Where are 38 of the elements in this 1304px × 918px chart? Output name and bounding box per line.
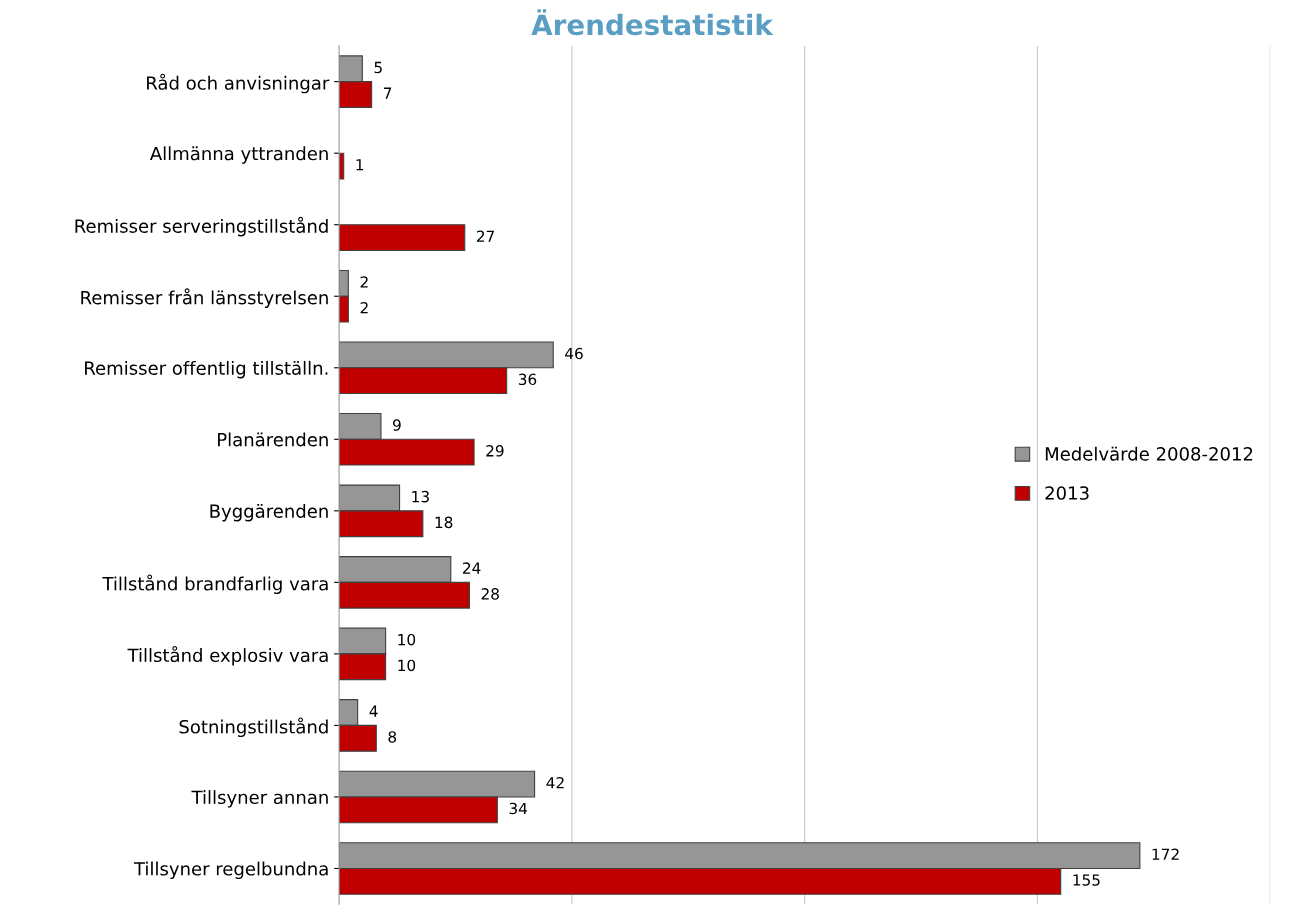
data-label: 13 (412, 490, 429, 503)
y-tick-label: Råd och anvisningar (147, 73, 330, 94)
data-label: 7 (384, 87, 392, 99)
data-label: 46 (565, 347, 583, 360)
data-label: 9 (393, 419, 401, 431)
y-tick-label: Tillsyner regelbundna (133, 861, 328, 880)
y-tick-label: Remisser från länsstyrelsen (81, 288, 328, 308)
y-tick-label: Planärenden (218, 432, 328, 447)
data-label: 1 (356, 159, 364, 171)
data-label: 155 (1073, 874, 1100, 886)
y-tick-label: Byggärenden (210, 503, 328, 522)
data-label: 18 (435, 516, 453, 529)
data-label: 2 (360, 302, 368, 314)
y-tick-label: Allmänna yttranden (149, 146, 328, 164)
bar (339, 224, 466, 252)
y-tick-label: Sotningstillstånd (179, 717, 328, 738)
data-label: 5 (374, 61, 382, 74)
data-label: 2 (360, 276, 368, 288)
data-label: 34 (509, 802, 528, 815)
data-label: 10 (398, 633, 416, 646)
data-label: 27 (476, 230, 494, 242)
data-label: 172 (1152, 848, 1179, 860)
y-tick-label: Tillsyner annan (191, 790, 328, 808)
data-label: 8 (388, 731, 397, 743)
data-label: 42 (546, 776, 564, 789)
data-label: 36 (518, 373, 537, 386)
data-label: 4 (369, 705, 378, 717)
y-tick-label: Remisser offentlig tillställn. (85, 360, 328, 379)
data-label: 29 (486, 445, 504, 457)
y-tick-label: Tillstånd brandfarlig vara (102, 574, 328, 595)
legend-label: 2013 (1045, 486, 1089, 500)
data-label: 28 (481, 588, 499, 600)
data-label: 24 (463, 562, 481, 574)
chart-title: Ärendestatistik (531, 9, 774, 36)
y-tick-label: Remisser serveringstillstånd (75, 216, 328, 237)
legend-label: Medelvärde 2008-2012 (1045, 446, 1253, 461)
y-tick-label: Tillstånd explosiv vara (127, 645, 328, 666)
data-label: 10 (398, 659, 416, 672)
